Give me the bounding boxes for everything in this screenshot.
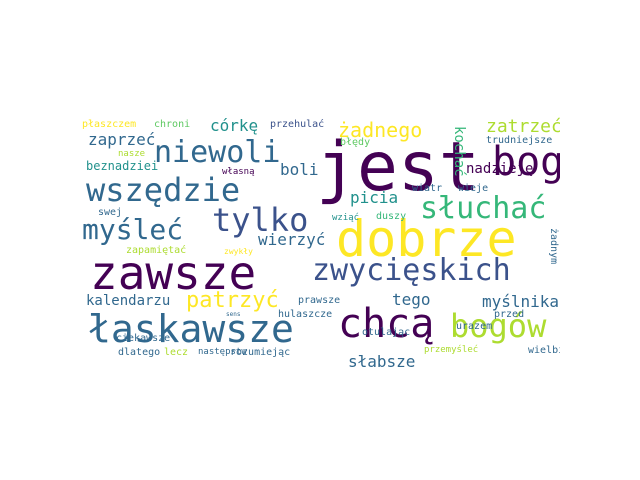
- cloud-word: zawsze: [90, 246, 257, 300]
- cloud-word: przemyśleć: [424, 345, 479, 355]
- cloud-word: wieje: [458, 183, 489, 194]
- cloud-word: łaskawsze: [88, 307, 294, 351]
- cloud-word: jest: [316, 128, 480, 207]
- cloud-word: wziąć: [332, 213, 360, 223]
- cloud-word: prawsze: [298, 295, 341, 306]
- cloud-word: chroni: [154, 119, 191, 130]
- cloud-word: słuchać: [420, 191, 547, 226]
- cloud-word: zaprzeć: [88, 130, 156, 149]
- cloud-word: płaszczem: [82, 119, 137, 130]
- cloud-word: swej: [98, 207, 123, 218]
- cloud-word: wierzyć: [258, 230, 326, 249]
- cloud-word: wielbić: [528, 345, 560, 356]
- cloud-word: tego: [392, 290, 431, 309]
- cloud-word: chcą: [338, 301, 435, 347]
- cloud-word: zwycięskich: [312, 253, 511, 288]
- cloud-word: niewoli: [154, 135, 281, 170]
- cloud-word: żadnym: [548, 228, 559, 265]
- cloud-word: zapamiętać: [126, 245, 187, 256]
- cloud-word: urazem: [456, 321, 493, 332]
- cloud-word: bogów: [450, 307, 547, 345]
- cloud-word: kochać: [451, 126, 467, 177]
- cloud-word: rozumiejąc: [230, 347, 291, 358]
- cloud-word: boli: [280, 160, 319, 179]
- cloud-word: przehulać: [270, 119, 325, 130]
- cloud-word: błędy: [340, 137, 371, 148]
- cloud-word: słabsze: [348, 352, 416, 370]
- cloud-word: otulając: [362, 327, 411, 338]
- cloud-word: żadnego: [338, 118, 423, 142]
- cloud-word: ciekawsze: [116, 333, 171, 344]
- cloud-word: nadzieję: [466, 161, 534, 177]
- cloud-word: zatrzeć: [486, 116, 560, 137]
- cloud-word: wszędzie: [86, 171, 241, 209]
- cloud-word: hulaszcze: [278, 309, 333, 320]
- cloud-word: bogi: [492, 139, 560, 185]
- cloud-word: beznadziei: [86, 159, 159, 173]
- cloud-word: wiatr: [412, 183, 443, 194]
- cloud-word: picia: [350, 188, 399, 207]
- cloud-word: następstw: [198, 347, 247, 357]
- cloud-word: myśleć: [82, 213, 184, 246]
- cloud-word: córkę: [210, 116, 259, 135]
- cloud-word: lecz: [164, 347, 189, 358]
- cloud-word: własną: [222, 167, 255, 177]
- cloud-word: nasze: [118, 149, 146, 159]
- cloud-word: przed: [494, 309, 525, 320]
- cloud-word: kalendarzu: [86, 293, 171, 309]
- cloud-word: dlatego: [118, 347, 161, 358]
- cloud-word: sens: [226, 311, 241, 318]
- cloud-word: patrzyć: [186, 288, 279, 313]
- cloud-word: dobrze: [336, 210, 517, 268]
- cloud-word: zwykły: [224, 247, 253, 256]
- cloud-word: tylko: [212, 201, 309, 239]
- cloud-word: trudniejsze: [486, 135, 553, 146]
- cloud-word: duszy: [376, 211, 407, 222]
- cloud-word: myślnika: [482, 292, 560, 311]
